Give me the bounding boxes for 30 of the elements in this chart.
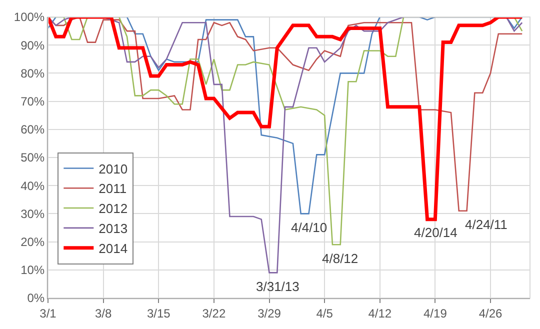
annotation: 4/8/12	[322, 251, 358, 266]
annotation: 4/4/10	[291, 220, 328, 235]
x-tick-label: 3/22	[202, 306, 226, 320]
y-tick-label: 90%	[20, 38, 45, 52]
y-tick-label: 40%	[20, 178, 45, 193]
x-tick-label: 4/5	[316, 306, 334, 320]
y-tick-label: 20%	[20, 235, 45, 249]
y-tick-label: 80%	[20, 66, 45, 80]
legend-label: 2013	[98, 221, 128, 236]
x-tick-label: 4/26	[478, 306, 502, 320]
y-tick-label: 30%	[20, 206, 45, 221]
y-tick-label: 10%	[20, 263, 45, 278]
y-tick-label: 0%	[27, 291, 45, 306]
legend-label: 2010	[98, 161, 128, 176]
x-tick-label: 3/29	[258, 306, 282, 320]
legend-label: 2012	[98, 201, 128, 216]
x-tick-label: 4/12	[368, 306, 392, 320]
x-tick-label: 4/19	[424, 306, 448, 320]
y-tick-label: 100%	[14, 10, 45, 24]
y-tick-label: 60%	[20, 122, 45, 137]
x-tick-label: 3/15	[146, 306, 171, 320]
annotation: 3/31/13	[256, 279, 300, 294]
x-tick-label: 3/8	[94, 306, 112, 320]
annotation: 4/24/11	[465, 217, 508, 232]
legend-label: 2011	[98, 181, 127, 196]
annotation: 4/20/14	[414, 225, 458, 240]
y-tick-label: 70%	[20, 94, 45, 108]
legend-label: 2014	[98, 240, 128, 256]
y-tick-label: 50%	[20, 150, 45, 165]
x-tick-label: 3/1	[40, 306, 57, 320]
